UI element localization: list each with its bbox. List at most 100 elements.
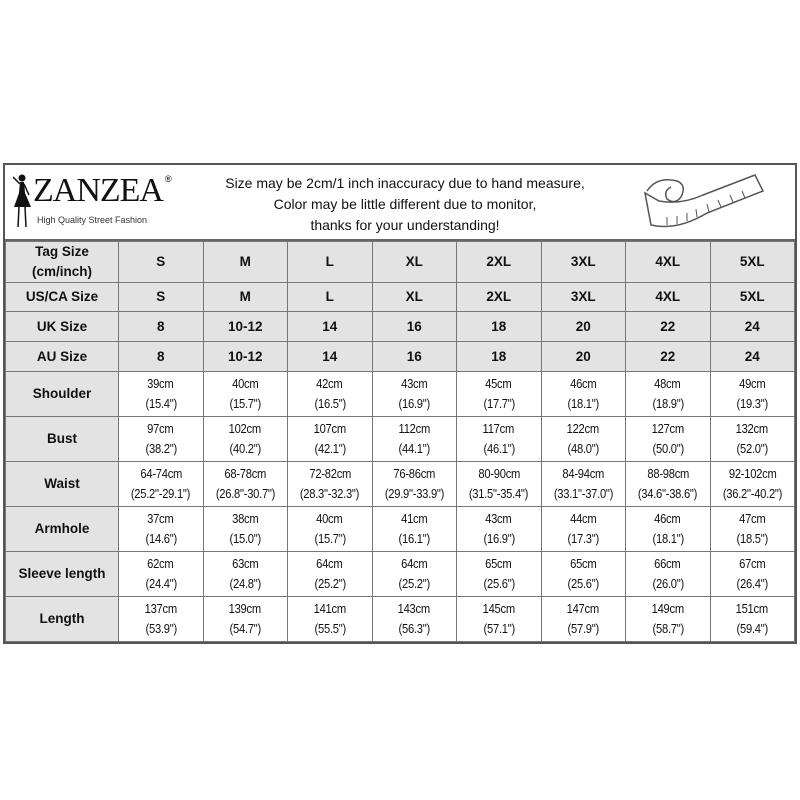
cm-value: 45cm: [485, 376, 513, 391]
measurement-cell: 139cm (54.7"): [202, 596, 288, 642]
inch-line: (24.8"): [204, 574, 287, 594]
measurement-cell: 62cm (24.4"): [118, 551, 204, 597]
cm-value: 44cm: [570, 511, 597, 526]
cm-value: 48cm: [654, 376, 682, 391]
measurement-cell: 48cm (18.9"): [625, 371, 711, 417]
inch-value: (25.2"): [398, 576, 431, 591]
measurement-row: Length 137cm (53.9") 139cm (54.7") 141cm (55.5…: [5, 596, 795, 642]
inch-line: (25.2"): [373, 574, 456, 594]
cm-value: 143cm: [398, 601, 431, 616]
cm-line: 107cm: [288, 419, 371, 439]
inch-value: (24.4"): [145, 576, 177, 591]
measurement-cell: 76-86cm (29.9"-33.9"): [371, 461, 457, 507]
cm-line: 63cm: [204, 554, 287, 574]
registered-mark: ®: [164, 174, 172, 184]
inch-line: (52.0"): [711, 439, 794, 459]
cm-line: 97cm: [119, 419, 202, 439]
size-cell: XL: [371, 241, 457, 283]
inch-value: (57.1"): [483, 621, 515, 636]
measurement-cell: 107cm (42.1"): [287, 416, 373, 462]
measurement-cell: 88-98cm (34.6"-38.6"): [625, 461, 711, 507]
inch-line: (54.7"): [204, 619, 287, 639]
cm-value: 107cm: [313, 421, 347, 436]
measurement-cell: 117cm (46.1"): [456, 416, 542, 462]
inch-line: (33.1"-37.0"): [542, 484, 625, 504]
cm-value: 76-86cm: [393, 466, 436, 481]
measurement-cell: 112cm (44.1"): [371, 416, 457, 462]
inch-line: (50.0"): [626, 439, 709, 459]
cm-line: 40cm: [288, 509, 371, 529]
cm-value: 37cm: [147, 511, 175, 526]
measurement-cell: 37cm (14.6"): [118, 506, 204, 552]
size-chart: ZANZEA ® High Quality Street Fashion Size…: [3, 163, 797, 644]
measurement-cell: 141cm (55.5"): [287, 596, 373, 642]
inch-line: (57.1"): [457, 619, 540, 639]
inch-value: (18.1"): [652, 531, 684, 546]
measurement-cell: 65cm (25.6"): [540, 551, 626, 597]
cm-value: 132cm: [736, 421, 769, 436]
size-cell: 16: [371, 311, 457, 342]
cm-line: 80-90cm: [457, 464, 540, 484]
note-line: Color may be little different due to mon…: [273, 196, 537, 212]
size-cell: 4XL: [625, 282, 711, 312]
inch-value: (52.0"): [736, 441, 769, 456]
cm-value: 80-90cm: [477, 466, 520, 481]
cm-value: 43cm: [401, 376, 428, 391]
cm-line: 44cm: [542, 509, 625, 529]
inch-line: (42.1"): [288, 439, 371, 459]
measurement-cell: 47cm (18.5"): [709, 506, 795, 552]
measurement-cell: 42cm (16.5"): [287, 371, 373, 417]
cm-value: 68-78cm: [224, 466, 267, 481]
cm-value: 149cm: [651, 601, 685, 616]
inch-line: (18.5"): [711, 529, 794, 549]
size-cell: M: [202, 282, 288, 312]
inch-value: (15.0"): [229, 531, 262, 546]
inch-value: (24.8"): [229, 576, 262, 591]
inch-line: (26.0"): [626, 574, 709, 594]
cm-line: 64-74cm: [119, 464, 202, 484]
model-silhouette-icon: [12, 174, 31, 228]
measurement-cell: 102cm (40.2"): [202, 416, 288, 462]
size-cell: 2XL: [456, 282, 542, 312]
cm-line: 151cm: [711, 599, 794, 619]
cm-value: 49cm: [739, 376, 766, 391]
inch-value: (31.5"-35.4"): [469, 486, 529, 501]
inch-value: (44.1"): [398, 441, 431, 456]
measurement-cell: 40cm (15.7"): [287, 506, 373, 552]
cm-line: 47cm: [711, 509, 794, 529]
measurement-cell: 122cm (48.0"): [540, 416, 626, 462]
cm-value: 88-98cm: [646, 466, 689, 481]
inch-value: (18.1"): [567, 396, 600, 411]
cm-line: 139cm: [204, 599, 287, 619]
measurement-cell: 39cm (15.4"): [118, 371, 204, 417]
inch-line: (56.3"): [373, 619, 456, 639]
inch-line: (16.9"): [457, 529, 540, 549]
inch-value: (17.3"): [567, 531, 600, 546]
size-cell: 14: [287, 341, 373, 372]
inch-value: (25.6"): [567, 576, 600, 591]
measurement-cell: 143cm (56.3"): [371, 596, 457, 642]
cm-line: 102cm: [204, 419, 287, 439]
cm-value: 41cm: [401, 511, 428, 526]
size-cell: 20: [540, 341, 626, 372]
inch-line: (55.5"): [288, 619, 371, 639]
cm-value: 42cm: [316, 376, 344, 391]
inch-value: (55.5"): [314, 621, 346, 636]
measurement-cell: 68-78cm (26.8"-30.7"): [202, 461, 288, 507]
size-cell: 8: [118, 341, 204, 372]
inch-value: (36.2"-40.2"): [722, 486, 783, 501]
size-cell: 16: [371, 341, 457, 372]
inch-value: (38.2"): [145, 441, 177, 456]
cm-value: 102cm: [229, 421, 262, 436]
cm-value: 64cm: [316, 556, 344, 571]
inch-line: (57.9"): [542, 619, 625, 639]
measurement-cell: 145cm (57.1"): [456, 596, 542, 642]
row-label: Tag Size (cm/inch): [5, 241, 119, 283]
row-label: Waist: [5, 461, 119, 507]
measurement-cell: 67cm (26.4"): [709, 551, 795, 597]
cm-line: 49cm: [711, 374, 794, 394]
measurement-cell: 43cm (16.9"): [456, 506, 542, 552]
cm-value: 65cm: [570, 556, 597, 571]
cm-line: 45cm: [457, 374, 540, 394]
row-label: AU Size: [5, 341, 119, 372]
